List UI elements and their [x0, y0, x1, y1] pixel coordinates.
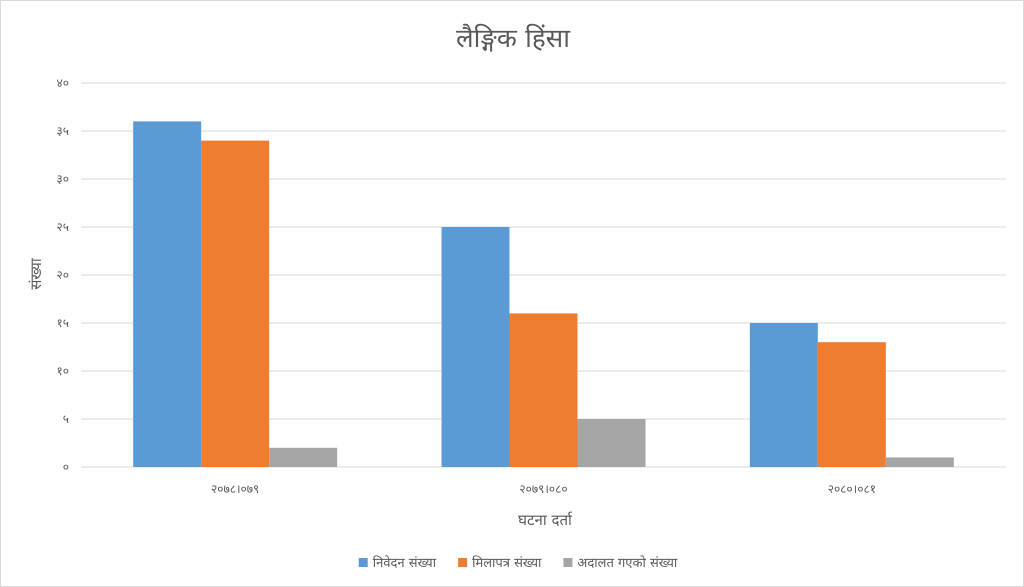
y-tick-label: ३० [57, 172, 69, 186]
y-tick-label: २५ [57, 220, 69, 234]
legend-label: निवेदन संख्या [373, 555, 437, 571]
bar [201, 140, 270, 467]
bar [817, 342, 886, 467]
bar [269, 447, 338, 467]
legend: निवेदन संख्या मिलापत्र संख्या अदालत गएको स… [358, 555, 678, 571]
bar [441, 227, 510, 467]
legend-swatch [563, 558, 573, 567]
bar [133, 121, 202, 468]
legend-item: निवेदन संख्या [358, 555, 437, 571]
legend-label: अदालत गएको संख्या [577, 555, 677, 571]
chart-title: लैङ्गिक हिंसा [456, 23, 571, 54]
legend-label: मिलापत्र संख्या [472, 555, 542, 571]
bars [133, 121, 954, 468]
bar [885, 457, 954, 467]
y-axis-ticks: ० ५ १० १५ २० २५ ३० ३५ ४० [57, 76, 69, 474]
legend-swatch [358, 558, 368, 567]
x-tick-label: २०७८।०७९ [211, 482, 259, 496]
y-tick-label: ३५ [57, 124, 69, 138]
y-tick-label: १० [57, 364, 69, 378]
x-axis-title: घटना दर्ता [518, 511, 573, 529]
y-tick-label: २० [57, 268, 69, 282]
x-tick-label: २०७९।०८० [519, 482, 567, 496]
x-axis-ticks: २०७८।०७९ २०७९।०८० २०८०।०८१ [211, 482, 876, 496]
bar [509, 313, 578, 467]
y-axis-title: संख्या [27, 257, 45, 290]
y-tick-label: ५ [63, 412, 69, 426]
legend-swatch [458, 558, 468, 567]
bar [577, 419, 646, 467]
y-tick-label: १५ [57, 316, 69, 330]
x-tick-label: २०८०।०८१ [828, 482, 876, 496]
legend-item: अदालत गएको संख्या [563, 555, 678, 571]
y-tick-label: ४० [57, 76, 69, 90]
bar [749, 323, 818, 467]
legend-item: मिलापत्र संख्या [458, 555, 542, 571]
y-tick-label: ० [63, 460, 69, 474]
